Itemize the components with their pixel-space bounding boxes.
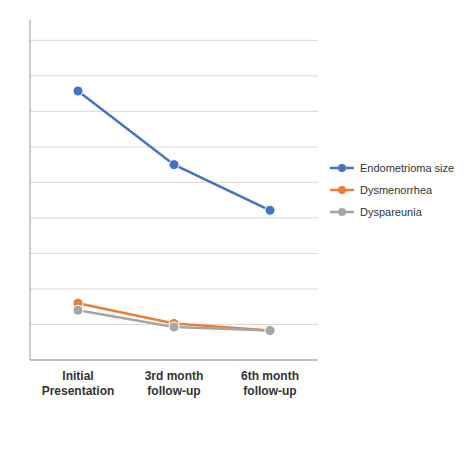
line — [78, 91, 270, 210]
grid-line — [30, 288, 318, 289]
plot-area — [73, 86, 275, 336]
grid-line — [30, 253, 318, 254]
marker — [265, 326, 275, 336]
grid-line — [30, 111, 318, 112]
series — [73, 298, 275, 335]
grid-line — [30, 182, 318, 183]
legend-label: Endometrioma size — [360, 162, 454, 174]
grid-line — [30, 217, 318, 218]
chart: InitialPresentation 3rd monthfollow-up 6th… — [0, 0, 474, 474]
grid-line — [30, 360, 318, 361]
y-axis-line — [30, 20, 31, 360]
grid — [30, 40, 318, 360]
x-tick-labels: InitialPresentation 3rd monthfollow-up 6th… — [42, 369, 299, 398]
grid-line — [30, 146, 318, 147]
marker — [73, 86, 83, 96]
legend-marker — [338, 186, 346, 194]
series — [73, 305, 275, 335]
legend-label: Dyspareunia — [360, 206, 423, 218]
marker — [169, 160, 179, 170]
x-axis-line — [30, 360, 318, 361]
legend: Endometrioma size Dysmenorrhea Dyspareunia — [330, 162, 454, 218]
grid-line — [30, 75, 318, 76]
x-tick-label: 6th monthfollow-up — [241, 369, 299, 398]
legend-label: Dysmenorrhea — [360, 184, 433, 196]
legend-marker — [338, 208, 346, 216]
series — [73, 86, 275, 215]
marker — [265, 326, 275, 336]
grid-line — [30, 40, 318, 41]
x-tick-label: InitialPresentation — [42, 369, 115, 398]
x-tick-label: 3rd monthfollow-up — [145, 369, 204, 398]
marker — [169, 322, 179, 332]
marker — [73, 305, 83, 315]
marker — [265, 205, 275, 215]
legend-marker — [338, 164, 346, 172]
